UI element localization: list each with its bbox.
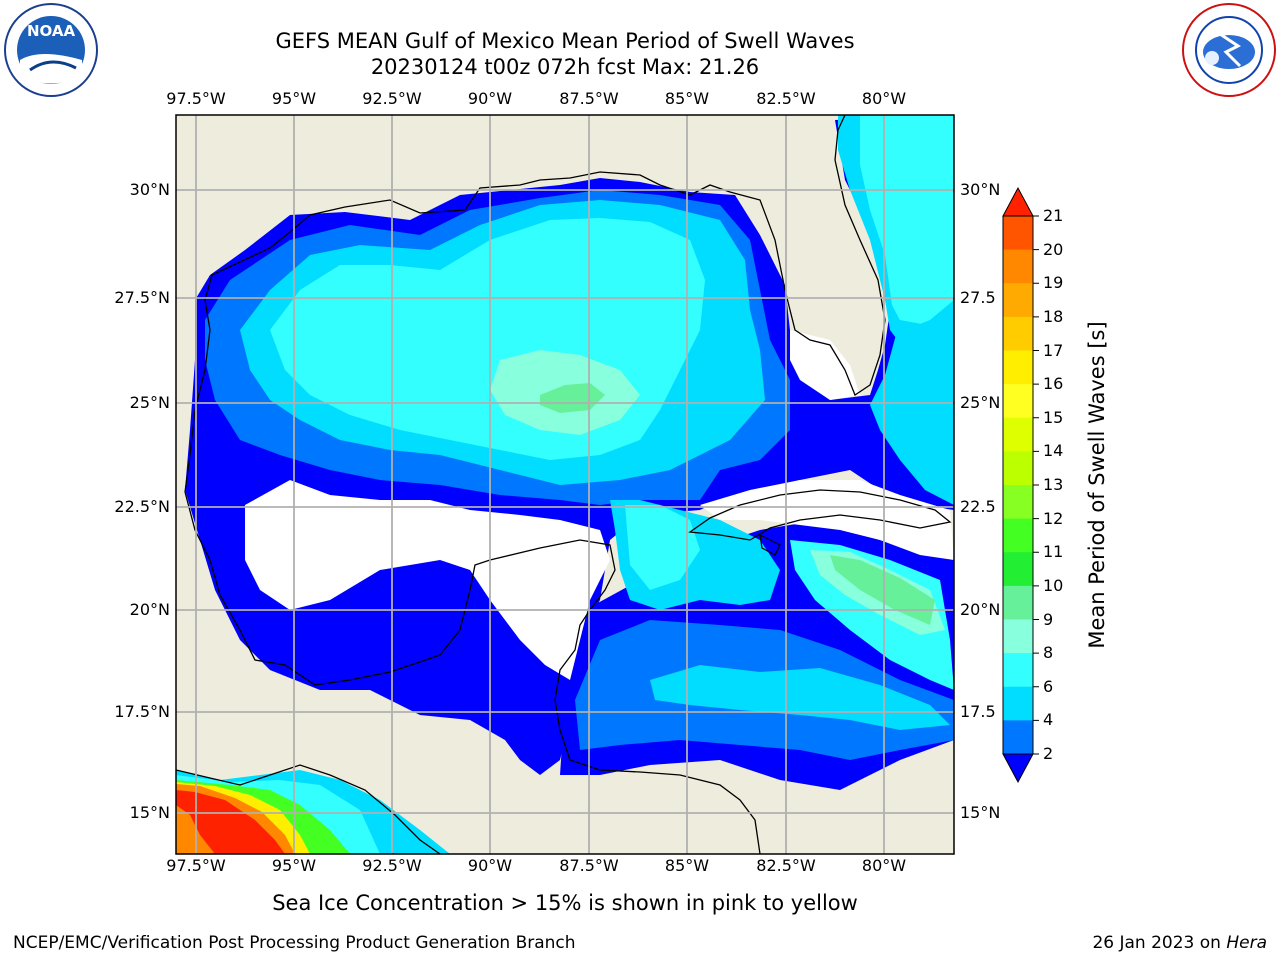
lat-tick-right-0: 30°N — [960, 180, 1001, 199]
lat-tick-left-3: 22.5°N — [114, 497, 170, 516]
colorbar-segment-6 — [1003, 384, 1033, 419]
footer-date: 26 Jan 2023 on Hera — [1092, 933, 1267, 953]
colorbar-tick-2: 19 — [1043, 273, 1064, 293]
colorbar — [1002, 186, 1039, 784]
lon-tick-top-0: 97.5°W — [166, 89, 226, 108]
colorbar-tick-9: 12 — [1043, 508, 1064, 528]
colorbar-tick-1: 20 — [1043, 239, 1064, 259]
colorbar-segment-5 — [1003, 350, 1033, 385]
chart-subtitle: 20230124 t00z 072h fcst Max: 21.26 — [370, 55, 760, 79]
colorbar-tick-10: 11 — [1043, 542, 1064, 562]
lon-tick-bottom-7: 80°W — [861, 856, 907, 875]
colorbar-label: Mean Period of Swell Waves [s] — [1085, 321, 1109, 649]
colorbar-segment-8 — [1003, 451, 1033, 486]
lat-tick-left-4: 20°N — [129, 600, 170, 619]
lat-tick-right-6: 15°N — [960, 803, 1001, 822]
lat-tick-right-1: 27.5 — [960, 288, 996, 307]
colorbar-tick-4: 17 — [1043, 340, 1064, 360]
colorbar-tick-14: 6 — [1043, 676, 1054, 696]
pacific-band-20-21 — [176, 790, 285, 854]
coastline-pacific — [176, 764, 441, 854]
lon-tick-bottom-2: 92.5°W — [362, 856, 422, 875]
lon-tick-top-6: 82.5°W — [756, 89, 816, 108]
masked-florida-bay — [790, 330, 860, 400]
colorbar-extend-min — [1002, 753, 1034, 784]
lat-tick-right-4: 20°N — [960, 600, 1001, 619]
colorbar-segment-15 — [1003, 686, 1033, 721]
colorbar-tick-13: 8 — [1043, 643, 1054, 663]
lat-tick-left-5: 17.5°N — [114, 702, 170, 721]
colorbar-tick-5: 16 — [1043, 374, 1064, 394]
caribbean-band-4-6 — [650, 665, 950, 730]
coastline-cuba — [688, 489, 952, 541]
lat-tick-right-2: 25°N — [960, 393, 1001, 412]
colorbar-segment-2 — [1003, 249, 1033, 284]
lon-tick-top-2: 92.5°W — [362, 89, 422, 108]
colorbar-segment-13 — [1003, 619, 1033, 654]
colorbar-segment-14 — [1003, 653, 1033, 688]
colorbar-tick-8: 13 — [1043, 475, 1064, 494]
colorbar-segment-4 — [1003, 316, 1033, 351]
colorbar-tick-3: 18 — [1043, 306, 1064, 326]
coastline-hispaniola-region — [759, 533, 781, 556]
coastline-mexico — [184, 491, 761, 854]
gridlines — [176, 115, 954, 854]
lon-tick-top-5: 85°W — [664, 89, 710, 108]
colorbar-segment-12 — [1003, 585, 1033, 620]
yucatan-plume-core — [625, 505, 700, 590]
footer-machine: Hera — [1226, 933, 1267, 953]
colorbar-segment-10 — [1003, 518, 1033, 553]
colorbar-tick-11: 10 — [1043, 575, 1064, 595]
lat-tick-right-5: 17.5 — [960, 702, 996, 721]
masked-cuba-strip — [700, 480, 954, 560]
lat-tick-left-6: 15°N — [129, 803, 170, 822]
colorbar-tick-12: 9 — [1043, 609, 1054, 629]
lon-tick-bottom-5: 85°W — [664, 856, 710, 875]
lon-tick-top-4: 87.5°W — [559, 89, 619, 108]
sea-ice-note: Sea Ice Concentration > 15% is shown in … — [272, 891, 858, 915]
footer-date-text: 26 Jan 2023 on — [1092, 933, 1227, 953]
colorbar-segment-9 — [1003, 485, 1033, 520]
lon-tick-top-3: 90°W — [467, 89, 513, 108]
footer-credit: NCEP/EMC/Verification Post Processing Pr… — [13, 933, 576, 953]
lon-tick-bottom-4: 87.5°W — [559, 856, 619, 875]
colorbar-segment-11 — [1003, 552, 1033, 587]
chart-title: GEFS MEAN Gulf of Mexico Mean Period of … — [275, 29, 855, 53]
map-frame — [175, 114, 955, 855]
colorbar-segment-1 — [1003, 216, 1033, 251]
map-area — [176, 115, 954, 854]
colorbar-tick-7: 14 — [1043, 441, 1064, 461]
caribbean-band-9-10 — [830, 555, 935, 625]
lon-tick-bottom-3: 90°W — [467, 856, 513, 875]
lat-tick-left-0: 30°N — [129, 180, 170, 199]
lon-tick-bottom-0: 97.5°W — [166, 856, 226, 875]
lat-tick-left-2: 25°N — [129, 393, 170, 412]
colorbar-segment-3 — [1003, 283, 1033, 318]
colorbar-tick-6: 15 — [1043, 407, 1064, 427]
colorbar-segment-16 — [1003, 720, 1033, 755]
lat-tick-left-1: 27.5°N — [114, 288, 170, 307]
colorbar-extend-max — [1002, 186, 1034, 217]
lon-tick-bottom-1: 95°W — [271, 856, 317, 875]
coastline-gulf — [184, 115, 886, 493]
colorbar-tick-16: 2 — [1043, 744, 1054, 763]
masked-campeche — [245, 480, 610, 680]
colorbar-tick-0: 21 — [1043, 206, 1064, 225]
lon-tick-top-7: 80°W — [861, 89, 907, 108]
lat-tick-right-3: 22.5 — [960, 497, 996, 516]
colorbar-tick-15: 4 — [1043, 710, 1054, 730]
atlantic-band-4-6-east — [870, 320, 954, 505]
lon-tick-top-1: 95°W — [271, 89, 317, 108]
colorbar-segment-7 — [1003, 417, 1033, 452]
lon-tick-bottom-6: 82.5°W — [756, 856, 816, 875]
